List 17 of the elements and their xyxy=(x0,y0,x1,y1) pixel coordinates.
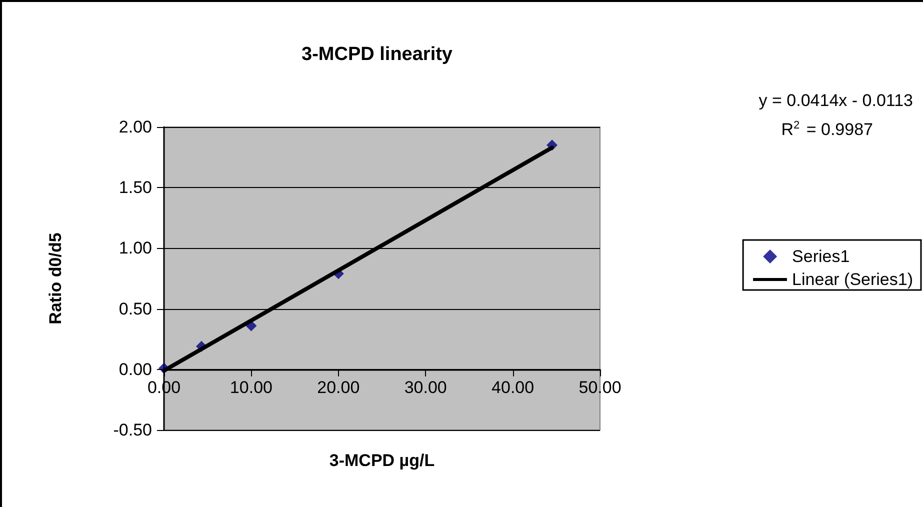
x-tick-label: 20.00 xyxy=(317,378,360,397)
legend-label: Linear (Series1) xyxy=(792,270,914,289)
text: y = 0.0414x - 0.0113 xyxy=(758,91,914,110)
y-tick-label: 2.00 xyxy=(118,118,152,136)
y-tick-label: 1.50 xyxy=(118,178,152,198)
chart-title: 3-MCPD linearity xyxy=(302,44,453,65)
x-tick-label: 30.00 xyxy=(404,378,447,397)
y-tick-label: 0.00 xyxy=(118,360,152,379)
y-tick-label: -0.50 xyxy=(113,420,152,440)
x-tick-label: 50.00 xyxy=(578,378,622,397)
x-tick-label: 10.00 xyxy=(230,378,272,397)
y-tick-label: 1.00 xyxy=(118,238,152,258)
y-tick-label: 0.50 xyxy=(118,299,152,318)
x-tick-label: 40.00 xyxy=(492,378,534,397)
y-axis-title: Ratio d0/d5 xyxy=(46,232,65,324)
legend-label: Series1 xyxy=(792,247,850,266)
x-axis-title: 3-MCPD µg/L xyxy=(329,451,435,470)
